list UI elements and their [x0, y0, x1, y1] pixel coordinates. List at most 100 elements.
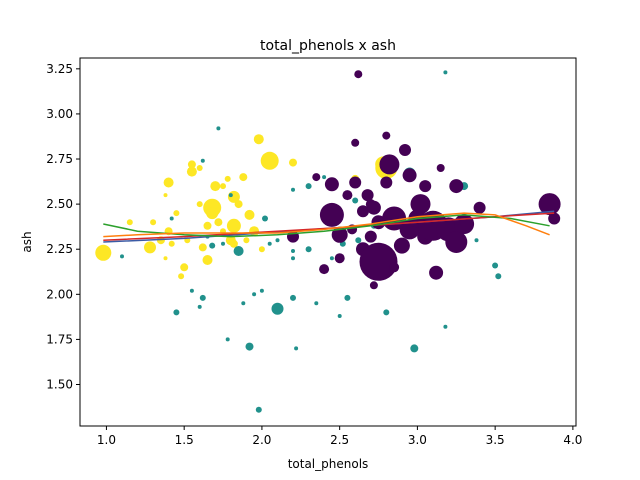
x-tick-label: 1.5	[175, 433, 194, 447]
y-tick-label: 1.50	[46, 378, 73, 392]
data-point	[209, 242, 216, 249]
data-point	[229, 239, 238, 248]
y-axis: 1.50 1.75 2.00 2.25 2.50 2.75 3.00 3.25	[46, 62, 80, 392]
data-point	[389, 262, 400, 273]
x-axis-title: total_phenols	[288, 457, 369, 471]
data-point	[351, 138, 360, 147]
data-point	[548, 212, 561, 225]
data-point	[495, 273, 502, 280]
data-point	[329, 256, 334, 261]
data-point	[249, 226, 260, 237]
data-point	[410, 194, 431, 215]
data-point	[429, 265, 444, 280]
data-point	[366, 200, 381, 215]
data-point	[312, 173, 321, 182]
x-tick-label: 3.0	[408, 433, 427, 447]
data-point	[445, 231, 468, 253]
x-tick-label: 1.0	[97, 433, 116, 447]
points-layer	[95, 70, 561, 413]
data-point	[168, 240, 175, 247]
data-point	[245, 342, 254, 351]
data-point	[200, 158, 205, 163]
fit-line	[103, 212, 550, 238]
data-point	[210, 181, 221, 192]
y-tick-label: 2.25	[46, 242, 73, 256]
y-tick-label: 2.50	[46, 197, 73, 211]
data-point	[202, 255, 213, 265]
data-point	[255, 406, 262, 413]
data-point	[419, 180, 432, 193]
x-tick-label: 3.5	[486, 433, 505, 447]
data-point	[239, 173, 248, 182]
data-point	[361, 189, 374, 202]
data-point	[228, 193, 233, 198]
data-point	[410, 344, 419, 353]
data-point	[291, 187, 295, 192]
data-point	[473, 201, 486, 214]
data-point	[244, 209, 255, 220]
data-point	[382, 131, 391, 140]
data-point	[443, 70, 448, 75]
data-point	[364, 230, 377, 243]
data-point	[352, 197, 359, 204]
data-point	[173, 210, 180, 217]
data-point	[436, 164, 445, 172]
data-point	[203, 221, 212, 230]
data-point	[492, 262, 499, 269]
data-point	[186, 166, 197, 177]
data-point	[314, 301, 319, 306]
data-point	[126, 219, 133, 226]
data-point	[342, 190, 353, 201]
data-point	[449, 179, 464, 194]
data-point	[220, 183, 226, 190]
y-axis-title: ash	[20, 231, 34, 252]
data-point	[144, 241, 156, 254]
data-point	[226, 218, 241, 233]
data-point	[369, 281, 378, 290]
x-tick-label: 4.0	[563, 433, 582, 447]
data-point	[393, 237, 410, 254]
data-point	[344, 294, 351, 301]
data-point	[196, 165, 203, 171]
data-point	[173, 309, 180, 316]
data-point	[399, 144, 411, 156]
chart-title: total_phenols x ash	[260, 38, 396, 54]
data-point	[319, 202, 344, 227]
y-tick-label: 2.00	[46, 287, 73, 301]
data-point	[198, 243, 207, 252]
data-point	[180, 263, 189, 272]
data-point	[262, 215, 268, 222]
data-point	[199, 294, 206, 301]
data-point	[454, 214, 475, 234]
data-point	[474, 238, 479, 243]
data-point	[224, 175, 231, 182]
y-tick-label: 2.75	[46, 152, 73, 166]
data-point	[334, 253, 345, 264]
data-point	[275, 238, 280, 243]
data-point	[337, 314, 342, 318]
data-point	[163, 193, 168, 198]
data-point	[354, 70, 363, 79]
data-point	[355, 237, 362, 244]
x-tick-label: 2.5	[330, 433, 349, 447]
data-point	[178, 273, 185, 280]
data-point	[331, 226, 348, 243]
data-point	[221, 241, 225, 246]
data-point	[290, 294, 296, 301]
data-point	[169, 216, 174, 221]
y-tick-label: 1.75	[46, 332, 73, 346]
data-point	[163, 177, 174, 188]
data-point	[243, 237, 250, 244]
data-point	[305, 183, 312, 190]
data-point	[349, 176, 362, 189]
data-point	[359, 242, 398, 281]
x-axis: 1.0 1.5 2.0 2.5 3.0 3.5 4.0	[97, 426, 582, 447]
data-point	[402, 168, 417, 183]
y-tick-label: 3.00	[46, 107, 73, 121]
data-point	[259, 288, 264, 293]
data-point	[95, 244, 112, 261]
data-point	[379, 154, 400, 175]
data-point	[294, 346, 299, 351]
